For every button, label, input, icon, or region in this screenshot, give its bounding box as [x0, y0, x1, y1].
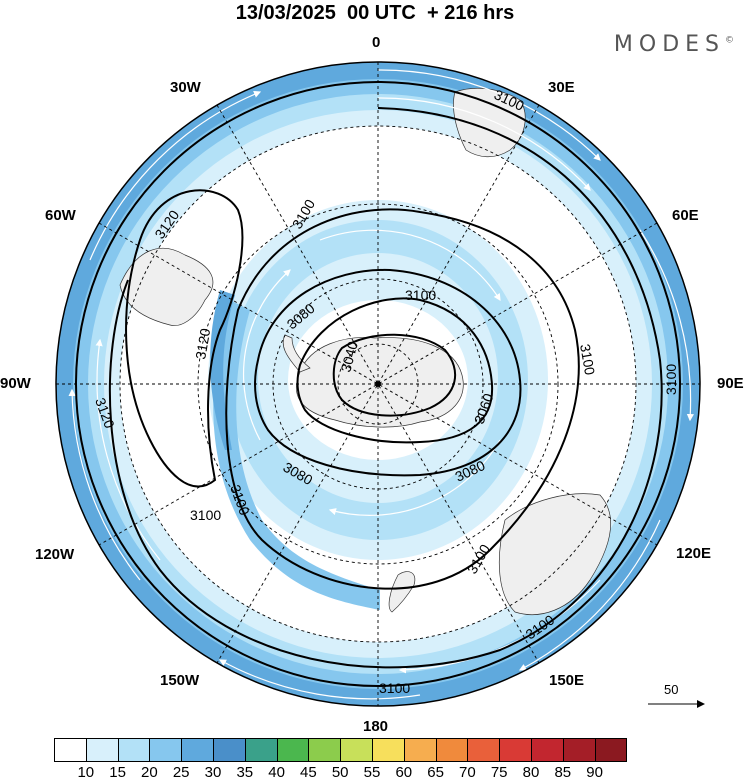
lon-label-120w: 120W: [35, 546, 75, 563]
colorbar-label: 20: [141, 764, 158, 781]
reference-vector-label: 50: [664, 682, 679, 697]
colorbar-swatch: [117, 738, 151, 762]
colorbar-label: 15: [109, 764, 126, 781]
lon-label-150w: 150W: [160, 672, 200, 689]
colorbar-swatch: [340, 738, 373, 762]
lon-label-30w: 30W: [170, 79, 201, 96]
colorbar-label: 60: [395, 764, 413, 781]
contour-label: 3100: [190, 507, 221, 523]
colorbar-label: 40: [268, 764, 285, 781]
lon-label-120e: 120E: [676, 545, 712, 562]
lon-label-0: 0: [372, 34, 381, 51]
colorbar-swatch: [371, 738, 405, 762]
lon-label-180: 180: [363, 718, 389, 735]
contour-label: 3040: [337, 339, 361, 373]
colorbar: [54, 738, 628, 762]
colorbar-label: 30: [204, 764, 222, 781]
colorbar-label: 80: [522, 764, 540, 781]
colorbar-label: 25: [172, 764, 190, 781]
lon-label-30e: 30E: [548, 79, 575, 96]
colorbar-swatch: [54, 738, 87, 762]
lon-label-60e: 60E: [672, 207, 699, 224]
contour-label: 3120: [192, 327, 213, 361]
brand-text: MODES: [613, 32, 725, 57]
height-contours: [75, 81, 681, 687]
colorbar-swatch: [594, 738, 628, 762]
map-title: 13/03/2025 00 UTC + 216 hrs: [235, 2, 515, 24]
colorbar-label: 85: [554, 764, 572, 781]
wind-vectors: [68, 69, 694, 700]
colorbar-swatch: [85, 738, 119, 762]
colorbar-swatch: [212, 738, 246, 762]
colorbar-label: 90: [586, 764, 603, 781]
brand-logo: MODES©: [614, 32, 734, 57]
colorbar-label: 65: [427, 764, 444, 781]
colorbar-label: 35: [236, 764, 254, 781]
contour-label: 3100: [405, 287, 436, 303]
colorbar-label: 45: [300, 764, 317, 781]
colorbar-label: 55: [363, 764, 381, 781]
colorbar-swatch: [181, 738, 214, 762]
colorbar-swatch: [308, 738, 342, 762]
lon-label-60w: 60W: [45, 207, 76, 224]
contour-label: 3100: [577, 343, 598, 377]
colorbar-label: 50: [331, 764, 349, 781]
colorbar-label: 75: [490, 764, 508, 781]
colorbar-swatch: [562, 738, 596, 762]
graticule: [56, 62, 700, 706]
brand-mark: ©: [725, 35, 734, 46]
contour-label: 3100: [379, 680, 410, 696]
colorbar-label: 10: [77, 764, 95, 781]
map-border: [55, 61, 701, 707]
lon-label-150e: 150E: [549, 672, 585, 689]
contour-label: 3100: [663, 364, 679, 395]
lon-label-90w: 90W: [0, 375, 31, 392]
colorbar-swatch: [499, 738, 532, 762]
lon-label-90e: 90E: [717, 375, 744, 392]
colorbar-swatch: [530, 738, 564, 762]
colorbar-label: 70: [459, 764, 476, 781]
colorbar-swatch: [276, 738, 310, 762]
colorbar-swatch: [244, 738, 278, 762]
colorbar-swatch: [149, 738, 183, 762]
colorbar-swatch: [435, 738, 469, 762]
colorbar-swatch: [467, 738, 501, 762]
colorbar-swatch: [403, 738, 437, 762]
south-pole-marker: [375, 381, 381, 387]
